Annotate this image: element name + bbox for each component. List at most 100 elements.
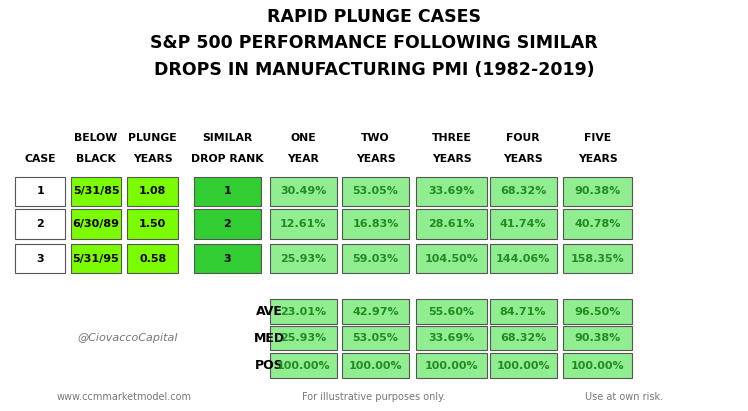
Text: POS: POS	[255, 359, 284, 372]
Text: 28.61%: 28.61%	[429, 219, 475, 229]
Text: YEAR: YEAR	[287, 154, 319, 164]
Text: RAPID PLUNGE CASES: RAPID PLUNGE CASES	[267, 7, 481, 25]
Text: 1: 1	[36, 186, 44, 196]
Text: YEARS: YEARS	[577, 154, 617, 164]
Text: YEARS: YEARS	[356, 154, 395, 164]
FancyBboxPatch shape	[194, 176, 261, 206]
FancyBboxPatch shape	[489, 244, 557, 273]
Text: ONE: ONE	[290, 133, 316, 143]
Text: 0.58: 0.58	[139, 254, 166, 263]
Text: BLACK: BLACK	[76, 154, 116, 164]
Text: 3: 3	[224, 254, 231, 263]
FancyBboxPatch shape	[127, 244, 178, 273]
Text: 100.00%: 100.00%	[425, 360, 478, 371]
FancyBboxPatch shape	[15, 209, 66, 238]
FancyBboxPatch shape	[270, 244, 337, 273]
Text: 3: 3	[37, 254, 44, 263]
FancyBboxPatch shape	[563, 209, 632, 238]
Text: DROP RANK: DROP RANK	[191, 154, 263, 164]
Text: 144.06%: 144.06%	[496, 254, 551, 263]
Text: 100.00%: 100.00%	[277, 360, 330, 371]
Text: 1.50: 1.50	[139, 219, 166, 229]
Text: 5/31/95: 5/31/95	[73, 254, 120, 263]
FancyBboxPatch shape	[71, 209, 121, 238]
FancyBboxPatch shape	[270, 326, 337, 351]
FancyBboxPatch shape	[489, 209, 557, 238]
Text: 96.50%: 96.50%	[574, 307, 621, 316]
Text: 68.32%: 68.32%	[500, 186, 546, 196]
Text: 16.83%: 16.83%	[352, 219, 399, 229]
FancyBboxPatch shape	[563, 326, 632, 351]
FancyBboxPatch shape	[71, 244, 121, 273]
FancyBboxPatch shape	[342, 353, 409, 378]
FancyBboxPatch shape	[270, 209, 337, 238]
Text: For illustrative purposes only.: For illustrative purposes only.	[302, 392, 446, 402]
FancyBboxPatch shape	[15, 244, 66, 273]
Text: @CiovaccoCapital: @CiovaccoCapital	[78, 333, 178, 343]
FancyBboxPatch shape	[71, 176, 121, 206]
Text: 90.38%: 90.38%	[574, 333, 621, 343]
Text: FOUR: FOUR	[506, 133, 540, 143]
Text: 158.35%: 158.35%	[571, 254, 625, 263]
Text: 33.69%: 33.69%	[429, 333, 475, 343]
Text: 25.93%: 25.93%	[280, 254, 326, 263]
Text: 84.71%: 84.71%	[500, 307, 546, 316]
Text: 53.05%: 53.05%	[352, 333, 399, 343]
Text: 25.93%: 25.93%	[280, 333, 326, 343]
Text: 5/31/85: 5/31/85	[73, 186, 120, 196]
Text: 40.78%: 40.78%	[574, 219, 621, 229]
Text: 100.00%: 100.00%	[349, 360, 402, 371]
FancyBboxPatch shape	[342, 299, 409, 324]
Text: FIVE: FIVE	[584, 133, 611, 143]
FancyBboxPatch shape	[270, 299, 337, 324]
FancyBboxPatch shape	[563, 176, 632, 206]
Text: 1.08: 1.08	[139, 186, 166, 196]
Text: 30.49%: 30.49%	[280, 186, 326, 196]
FancyBboxPatch shape	[489, 299, 557, 324]
FancyBboxPatch shape	[489, 326, 557, 351]
Text: 6/30/89: 6/30/89	[73, 219, 120, 229]
Text: 53.05%: 53.05%	[352, 186, 399, 196]
Text: PLUNGE: PLUNGE	[129, 133, 177, 143]
FancyBboxPatch shape	[563, 353, 632, 378]
FancyBboxPatch shape	[270, 353, 337, 378]
Text: YEARS: YEARS	[133, 154, 173, 164]
FancyBboxPatch shape	[127, 209, 178, 238]
Text: DROPS IN MANUFACTURING PMI (1982-2019): DROPS IN MANUFACTURING PMI (1982-2019)	[153, 60, 595, 79]
FancyBboxPatch shape	[127, 176, 178, 206]
Text: CASE: CASE	[25, 154, 56, 164]
Text: 104.50%: 104.50%	[425, 254, 479, 263]
Text: S&P 500 PERFORMANCE FOLLOWING SIMILAR: S&P 500 PERFORMANCE FOLLOWING SIMILAR	[150, 34, 598, 52]
Text: 41.74%: 41.74%	[500, 219, 546, 229]
Text: 2: 2	[36, 219, 44, 229]
Text: 100.00%: 100.00%	[571, 360, 625, 371]
FancyBboxPatch shape	[194, 244, 261, 273]
FancyBboxPatch shape	[416, 209, 487, 238]
Text: 59.03%: 59.03%	[352, 254, 399, 263]
FancyBboxPatch shape	[342, 244, 409, 273]
Text: 23.01%: 23.01%	[280, 307, 326, 316]
Text: 68.32%: 68.32%	[500, 333, 546, 343]
FancyBboxPatch shape	[416, 244, 487, 273]
Text: THREE: THREE	[432, 133, 471, 143]
Text: MED: MED	[254, 332, 285, 345]
FancyBboxPatch shape	[342, 209, 409, 238]
FancyBboxPatch shape	[342, 176, 409, 206]
FancyBboxPatch shape	[416, 353, 487, 378]
Text: 100.00%: 100.00%	[496, 360, 550, 371]
Text: BELOW: BELOW	[74, 133, 117, 143]
FancyBboxPatch shape	[563, 299, 632, 324]
Text: 2: 2	[224, 219, 231, 229]
FancyBboxPatch shape	[270, 176, 337, 206]
FancyBboxPatch shape	[416, 299, 487, 324]
Text: YEARS: YEARS	[432, 154, 471, 164]
FancyBboxPatch shape	[489, 353, 557, 378]
FancyBboxPatch shape	[563, 244, 632, 273]
Text: 55.60%: 55.60%	[429, 307, 474, 316]
Text: Use at own risk.: Use at own risk.	[585, 392, 663, 402]
FancyBboxPatch shape	[15, 176, 66, 206]
Text: YEARS: YEARS	[503, 154, 543, 164]
FancyBboxPatch shape	[489, 176, 557, 206]
Text: AVE: AVE	[257, 305, 283, 318]
FancyBboxPatch shape	[342, 326, 409, 351]
